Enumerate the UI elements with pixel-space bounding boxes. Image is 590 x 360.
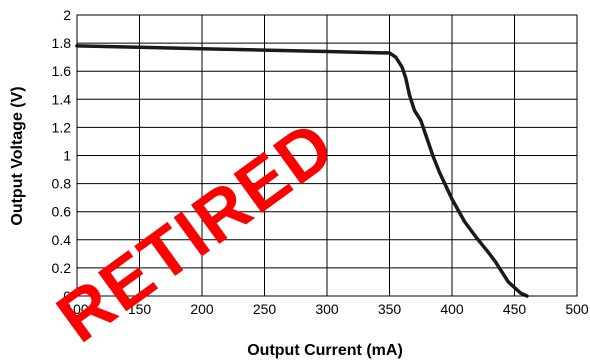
x-tick-label: 500 xyxy=(565,301,589,317)
y-tick-label: 0 xyxy=(63,288,71,304)
plot-frame xyxy=(76,14,578,297)
x-tick-label: 350 xyxy=(378,301,402,317)
x-tick-label: 250 xyxy=(253,301,277,317)
y-tick-labels: 0 0.2 0.4 0.6 0.8 1 1.2 1.4 1.6 1.8 2 xyxy=(52,7,72,304)
y-tick-label: 1.2 xyxy=(52,119,72,135)
watermark-text: RETIRED xyxy=(43,105,349,357)
watermark: RETIRED xyxy=(43,105,349,357)
x-tick-label: 400 xyxy=(440,301,464,317)
y-tick-label: 1.6 xyxy=(52,63,72,79)
x-tick-label: 300 xyxy=(315,301,339,317)
y-tick-label: 0.2 xyxy=(52,260,72,276)
y-tick-label: 2 xyxy=(63,7,71,23)
series-line xyxy=(75,44,529,298)
x-axis-title: Output Current (mA) xyxy=(247,342,403,359)
x-tick-label: 450 xyxy=(503,301,527,317)
y-tick-label: 1.8 xyxy=(52,35,72,51)
x-tick-label: 100 xyxy=(65,301,89,317)
y-axis-title: Output Voltage (V) xyxy=(9,86,26,225)
y-tick-label: 0.6 xyxy=(52,204,72,220)
y-tick-label: 1.4 xyxy=(52,91,72,107)
x-tick-labels: 100 150 200 250 300 350 400 450 500 xyxy=(65,301,589,317)
x-tick-label: 200 xyxy=(190,301,214,317)
x-tick-label: 150 xyxy=(128,301,152,317)
series-layer xyxy=(75,44,529,298)
y-tick-label: 1 xyxy=(63,148,71,164)
grid xyxy=(76,14,578,297)
y-tick-label: 0.4 xyxy=(52,232,72,248)
y-tick-label: 0.8 xyxy=(52,176,72,192)
